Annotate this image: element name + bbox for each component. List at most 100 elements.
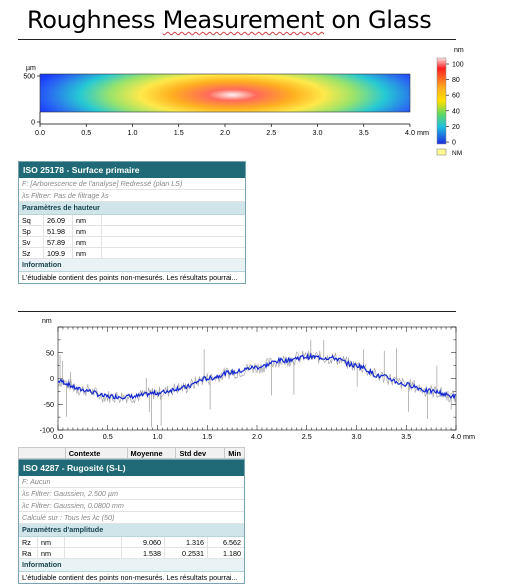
title-rule <box>18 39 456 40</box>
param-unit: nm <box>72 247 102 259</box>
profile-x-tick-label: 3.5 <box>401 432 411 441</box>
calc-basis: Calculé sur : Tous les λc (50) <box>19 512 244 524</box>
mean-profile-series <box>57 352 457 400</box>
topo-x-tick-label: 2.0 <box>220 128 230 137</box>
param-min: 6.562 <box>207 537 244 548</box>
iso25178-panel: ISO 25178 - Surface primaire F: [Arbores… <box>18 161 246 284</box>
topo-y-unit: µm <box>26 65 36 72</box>
plot-ticks <box>57 326 457 431</box>
table-row: Sp 51.98 nm <box>19 225 245 237</box>
info-text: L'étudiable contient des points non-mesu… <box>22 573 238 582</box>
profile-y-tick-label: -50 <box>44 400 54 409</box>
param-name: Sz <box>19 247 44 259</box>
spacer <box>101 247 245 259</box>
iso4287-panel: ISO 4287 - Rugosité (S-L) F: Aucun λs Fi… <box>18 459 245 584</box>
topo-x-tick-label: 3.5 <box>359 128 369 137</box>
table-row: Rz nm 9.060 1.316 6.562 <box>19 537 244 548</box>
param-min: 1.180 <box>207 547 244 559</box>
topo-x-ticks: 0.0 0.5 1.0 1.5 2.0 2.5 3.0 3.5 4.0 mm <box>35 124 429 137</box>
profile-x-tick-label: 0.0 <box>53 432 63 441</box>
filter-ls: λs Filtrer: Gaussien, 2.500 µm <box>19 488 244 500</box>
param-unit: nm <box>37 547 65 559</box>
info-label: Information <box>19 559 244 572</box>
topo-x-tick-label: 2.5 <box>266 128 276 137</box>
panel-header: ISO 25178 - Surface primaire <box>19 162 245 178</box>
info-text: L'étudiable contient des points non-mesu… <box>22 273 238 282</box>
topo-x-tick-label: 1.5 <box>174 128 184 137</box>
profile-x-tick-label: 4.0 mm <box>451 432 475 441</box>
profile-x-tick-label: 3.0 <box>352 432 362 441</box>
topo-x-tick-label: 1.0 <box>128 128 138 137</box>
table-row: Sz 109.9 nm <box>19 247 245 259</box>
param-value: 51.98 <box>43 225 73 237</box>
spacer <box>101 236 245 248</box>
spacer <box>101 215 245 226</box>
spacer <box>19 448 66 458</box>
param-unit: nm <box>37 537 65 548</box>
profile-x-tick-label: 0.5 <box>103 432 113 441</box>
topo-image <box>40 74 410 112</box>
profile-x-tick-label: 1.5 <box>202 432 212 441</box>
stats-column-header: Contexte Moyenne Std dev Min <box>18 447 245 459</box>
nm-label: NM <box>452 150 462 157</box>
profile-x-tick-labels: 0.0 0.5 1.0 1.5 2.0 2.5 3.0 3.5 4.0 mm <box>53 432 475 441</box>
param-name: Ra <box>19 547 38 559</box>
section-rule <box>18 311 456 312</box>
spacer <box>101 225 245 237</box>
filter-f: F: [Arborescence de l'analyse] Redressé … <box>19 178 245 190</box>
colorbar-tick-label: 100 <box>452 62 464 69</box>
filter-ls: λs Filtrer: Pas de filtrage λs <box>19 190 245 202</box>
topo-y-ticks: 500 0 <box>23 74 40 127</box>
table-row: Sq 26.09 nm <box>19 215 245 226</box>
param-mean: 1.538 <box>121 547 165 559</box>
profile-y-tick-labels: 50 0 -50 -100 <box>40 348 54 434</box>
colorbar-tick-label: 20 <box>452 124 460 131</box>
table-row: Ra nm 1.538 0.2531 1.180 <box>19 547 244 559</box>
colorbar-tick-label: 0 <box>452 140 456 147</box>
colorbar-unit: nm <box>454 47 464 54</box>
profile-chart: nm 50 0 -50 -100 0.0 0.5 1.0 1.5 2.0 2.5 3.0 3.5 4.… <box>40 318 475 441</box>
spacer <box>64 537 122 548</box>
table-row: Sv 57.89 nm <box>19 236 245 248</box>
param-value: 26.09 <box>43 215 73 226</box>
panel-header: ISO 4287 - Rugosité (S-L) <box>19 460 244 476</box>
nm-swatch <box>436 148 447 156</box>
filter-lc: λc Filtrer: Gaussien, 0.0800 mm <box>19 500 244 512</box>
profile-y-tick-label: -100 <box>40 426 54 435</box>
profile-x-tick-label: 1.0 <box>153 432 163 441</box>
param-unit: nm <box>72 215 102 226</box>
topography-map: µm 500 0 0.0 0.5 1.0 1.5 2.0 2.5 3.0 3.5 4.0 mm n… <box>23 47 464 157</box>
param-std: 1.316 <box>164 537 208 548</box>
col-stddev: Std dev <box>175 448 226 458</box>
page-title: Roughness Measurement on Glass <box>27 6 432 34</box>
profile-y-unit: nm <box>42 318 52 325</box>
topo-x-tick-label: 0.5 <box>81 128 91 137</box>
info-label: Information <box>19 259 245 272</box>
raw-profile-series <box>57 350 457 404</box>
spacer <box>64 547 122 559</box>
col-min: Min <box>228 448 241 458</box>
param-mean: 9.060 <box>121 537 165 548</box>
param-unit: nm <box>72 236 102 248</box>
topo-y-tick-label: 500 <box>23 74 35 81</box>
col-contexte: Contexte <box>65 448 128 458</box>
title-part-roughness: Roughness <box>27 6 163 34</box>
height-params-table: Sq 26.09 nm Sp 51.98 nm Sv 57.89 nm Sz 109.9 nm <box>19 215 245 259</box>
profile-x-tick-label: 2.5 <box>302 432 312 441</box>
title-part-measurement: Measurement <box>162 6 325 34</box>
col-moyenne: Moyenne <box>127 448 177 458</box>
colorbar-tick-label: 60 <box>452 93 460 100</box>
param-value: 109.9 <box>43 247 73 259</box>
topo-x-tick-label: 3.0 <box>313 128 323 137</box>
colorbar-tick-label: 80 <box>452 77 460 84</box>
colorbar-ticks: 100 80 60 40 20 0 <box>446 62 464 147</box>
section-amplitude-params: Paramètres d'amplitude <box>19 524 244 537</box>
profile-y-tick-label: 0 <box>50 374 54 383</box>
param-unit: nm <box>72 225 102 237</box>
param-name: Sv <box>19 236 44 248</box>
profile-x-tick-label: 2.0 <box>252 432 262 441</box>
amplitude-params-table: Rz nm 9.060 1.316 6.562 Ra nm 1.538 0.2531 1.180 <box>19 537 244 559</box>
colorbar <box>436 57 447 145</box>
topo-y-tick-label: 0 <box>31 120 35 127</box>
param-name: Rz <box>19 537 38 548</box>
